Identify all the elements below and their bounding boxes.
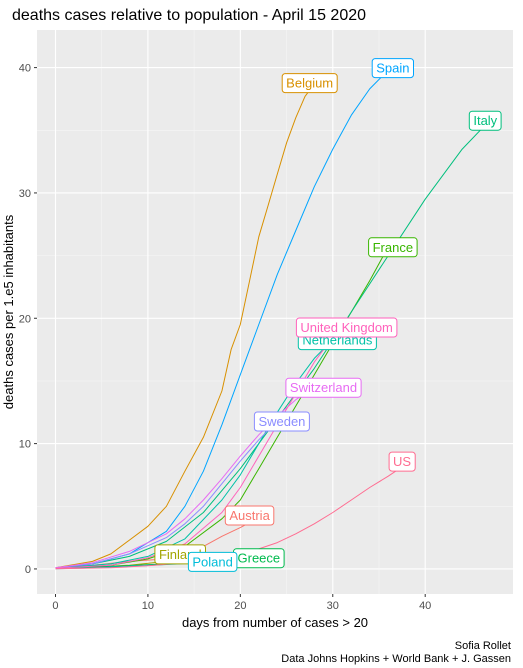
x-tick-label: 10: [142, 600, 154, 612]
series-label-austria: Austria: [224, 505, 275, 526]
series-line-belgium: [55, 83, 315, 569]
series-label-text: Poland: [192, 554, 232, 569]
series-label-box: [388, 451, 416, 472]
series-label-switzerland: Switzerland: [285, 377, 362, 398]
y-tick-label: 20: [19, 313, 31, 325]
series-label-sweden: Sweden: [253, 411, 310, 432]
series-line-united-kingdom: [55, 326, 347, 569]
label-layer: AustriaBelgiumFinlandFranceGreeceItalyNe…: [154, 58, 502, 572]
series-line-netherlands: [55, 339, 334, 569]
series-label-spain: Spain: [371, 58, 415, 79]
grid-layer: [37, 30, 513, 594]
y-tick-label: 40: [19, 63, 31, 75]
series-label-box: [295, 317, 398, 338]
series-label-text: Italy: [473, 113, 497, 128]
series-label-box: [285, 377, 362, 398]
x-tick-label: 20: [234, 600, 246, 612]
series-label-text: US: [393, 454, 411, 469]
series-label-text: Sweden: [258, 414, 305, 429]
plot-panel: [37, 30, 513, 594]
series-label-box: [253, 411, 310, 432]
series-line-us: [55, 469, 398, 570]
series-label-italy: Italy: [468, 110, 502, 131]
series-label-united-kingdom: United Kingdom: [295, 317, 398, 338]
x-axis-title: days from number of cases > 20: [182, 615, 368, 630]
series-label-box: [224, 505, 275, 526]
caption-author: Sofia Rollet: [455, 640, 511, 652]
series-label-poland: Poland: [187, 551, 238, 572]
series-label-france: France: [368, 237, 418, 258]
series-label-text: Switzerland: [290, 380, 357, 395]
series-label-greece: Greece: [233, 548, 285, 569]
series-label-text: Spain: [376, 61, 409, 76]
y-axis-title: deaths cases per 1.e5 inhabitants: [1, 214, 16, 409]
series-label-text: Belgium: [286, 76, 333, 91]
series-label-text: Austria: [229, 508, 270, 523]
series-label-box: [468, 110, 502, 131]
chart-title: deaths cases relative to population - Ap…: [12, 7, 366, 24]
series-label-box: [368, 237, 418, 258]
series-label-box: [281, 73, 338, 94]
series-line-sweden: [55, 420, 278, 569]
series-label-belgium: Belgium: [281, 73, 338, 94]
tick-layer: 0 10 20 30 40 0 10 20 30 40: [19, 63, 432, 612]
series-label-text: Greece: [238, 551, 281, 566]
series-label-text: France: [373, 240, 413, 255]
y-tick-label: 0: [25, 564, 31, 576]
series-label-us: US: [388, 451, 416, 472]
y-tick-label: 30: [19, 188, 31, 200]
x-tick-label: 0: [52, 600, 58, 612]
series-label-box: [371, 58, 415, 79]
caption-source: Data Johns Hopkins + World Bank + J. Gas…: [281, 653, 511, 665]
series-label-box: [187, 551, 238, 572]
x-tick-label: 40: [419, 600, 431, 612]
y-tick-label: 10: [19, 439, 31, 451]
series-label-text: United Kingdom: [300, 320, 393, 335]
x-tick-label: 30: [327, 600, 339, 612]
